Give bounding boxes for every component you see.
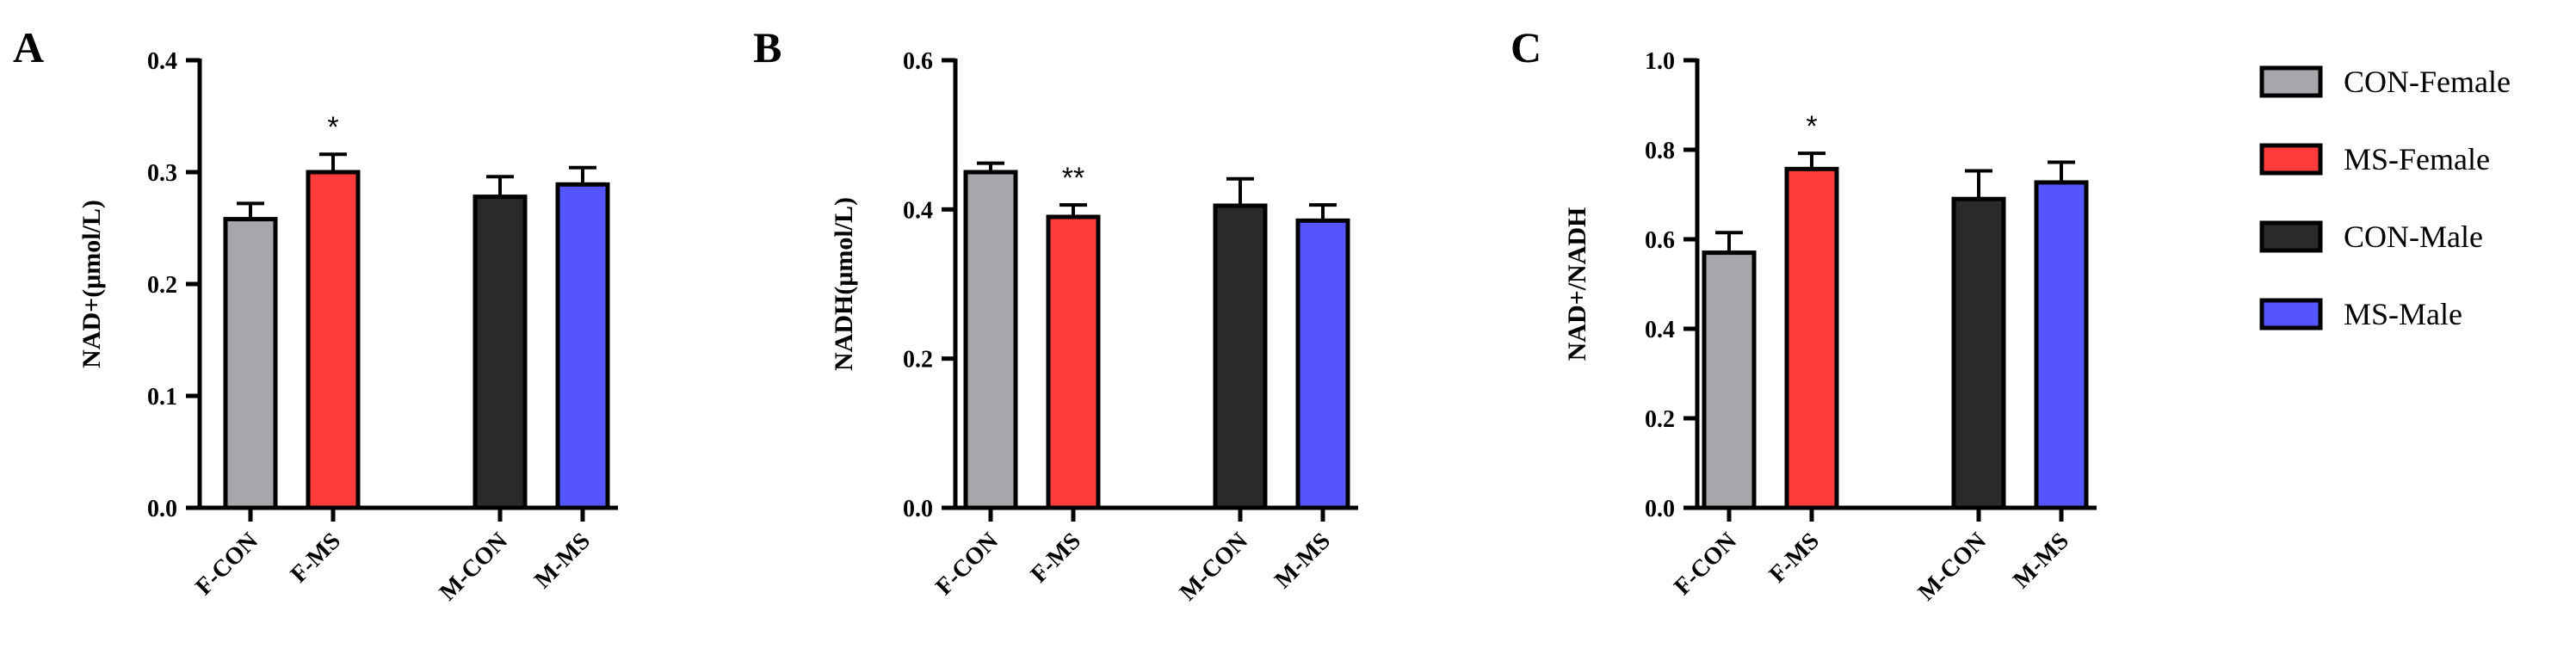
bar-f-con bbox=[223, 217, 278, 510]
x-tick-label: M-MS bbox=[529, 528, 596, 594]
panel-b: B 0.0 0.2 0.4 0.6 NADH(μmol/L) F-CON F-MS ** M-CO… bbox=[753, 23, 1358, 606]
bar-m-con bbox=[1213, 203, 1268, 510]
bar-f-con bbox=[1702, 250, 1757, 510]
x-tick-label: F-CON bbox=[1669, 528, 1742, 601]
legend-label: MS-Male bbox=[2344, 297, 2462, 331]
bar-m-con bbox=[473, 195, 528, 510]
y-tick-label: 0.0 bbox=[903, 496, 933, 522]
y-tick-label: 0.0 bbox=[1645, 496, 1675, 522]
x-tick-label: F-CON bbox=[190, 528, 263, 601]
x-tick-label: M-CON bbox=[1913, 528, 1992, 606]
x-tick-label: F-CON bbox=[930, 528, 1004, 601]
bar-m-ms bbox=[555, 182, 610, 510]
legend-swatch bbox=[2259, 65, 2323, 98]
y-tick-label: 0.3 bbox=[147, 160, 177, 187]
y-tick-label: 0.4 bbox=[147, 48, 177, 75]
significance-mark: ** bbox=[1062, 162, 1084, 195]
legend-label: CON-Female bbox=[2344, 65, 2511, 99]
bar-f-ms bbox=[1784, 166, 1839, 510]
bar-f-ms bbox=[1046, 214, 1101, 510]
panel-letter: B bbox=[753, 23, 781, 71]
x-tick-label: M-CON bbox=[1175, 528, 1253, 606]
significance-mark: * bbox=[327, 111, 338, 144]
y-tick-label: 0.4 bbox=[903, 197, 933, 224]
panel-c: C 0.0 0.2 0.4 0.6 0.8 1.0 NAD+/NADH F-CON F-MS * M-… bbox=[1510, 23, 2097, 606]
legend-swatch bbox=[2259, 220, 2323, 253]
y-tick-label: 0.2 bbox=[903, 347, 933, 374]
y-tick-label: 0.8 bbox=[1645, 138, 1675, 164]
x-tick-label: M-MS bbox=[2008, 528, 2074, 594]
y-tick-label: 0.6 bbox=[903, 48, 933, 75]
y-tick-label: 1.0 bbox=[1645, 48, 1675, 75]
significance-mark: * bbox=[1806, 110, 1817, 143]
y-tick-label: 0.1 bbox=[147, 384, 177, 411]
x-tick-label: F-MS bbox=[286, 528, 346, 588]
panel-letter: C bbox=[1510, 23, 1541, 71]
bar-f-con bbox=[963, 170, 1018, 510]
legend-label: CON-Male bbox=[2344, 219, 2483, 254]
panel-letter: A bbox=[13, 23, 44, 71]
legend-label: MS-Female bbox=[2344, 142, 2490, 176]
bar-m-con bbox=[1951, 196, 2006, 510]
bar-f-ms bbox=[306, 170, 361, 510]
y-axis-title: NAD+/NADH bbox=[1563, 207, 1591, 361]
legend-swatch bbox=[2259, 298, 2323, 330]
y-axis-title: NAD+(μmol/L) bbox=[77, 200, 106, 368]
y-tick-label: 0.4 bbox=[1645, 317, 1675, 343]
legend: CON-Female MS-Female CON-Male MS-Male bbox=[2259, 65, 2511, 331]
bar-m-ms bbox=[1295, 218, 1350, 510]
y-tick-label: 0.6 bbox=[1645, 227, 1675, 254]
x-tick-label: M-MS bbox=[1269, 528, 1336, 594]
x-tick-label: F-MS bbox=[1764, 528, 1825, 588]
legend-swatch bbox=[2259, 143, 2323, 176]
y-tick-label: 0.0 bbox=[147, 496, 177, 522]
y-tick-label: 0.2 bbox=[147, 272, 177, 299]
panel-a: A 0.0 0.1 0.2 0.3 0.4 NAD+(μmol/L) F-CON F-MS * M-… bbox=[13, 23, 618, 606]
bar-m-ms bbox=[2034, 180, 2089, 510]
y-axis-title: NADH(μmol/L) bbox=[830, 197, 858, 371]
y-tick-label: 0.2 bbox=[1645, 406, 1675, 433]
x-tick-label: M-CON bbox=[435, 528, 513, 606]
x-tick-label: F-MS bbox=[1026, 528, 1086, 588]
